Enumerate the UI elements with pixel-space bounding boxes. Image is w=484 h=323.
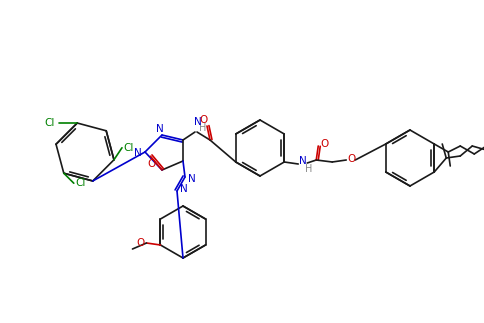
Text: H: H xyxy=(304,164,312,174)
Text: N: N xyxy=(194,117,202,127)
Text: O: O xyxy=(136,238,145,248)
Text: H: H xyxy=(199,123,207,133)
Text: Cl: Cl xyxy=(45,118,55,128)
Text: N: N xyxy=(188,174,196,184)
Text: N: N xyxy=(134,148,142,158)
Text: O: O xyxy=(147,159,155,169)
Text: N: N xyxy=(300,156,307,166)
Text: O: O xyxy=(320,139,328,149)
Text: O: O xyxy=(347,154,355,164)
Text: N: N xyxy=(156,124,164,134)
Text: N: N xyxy=(180,184,188,194)
Text: Cl: Cl xyxy=(76,178,86,188)
Text: O: O xyxy=(200,115,208,125)
Text: Cl: Cl xyxy=(123,143,134,153)
